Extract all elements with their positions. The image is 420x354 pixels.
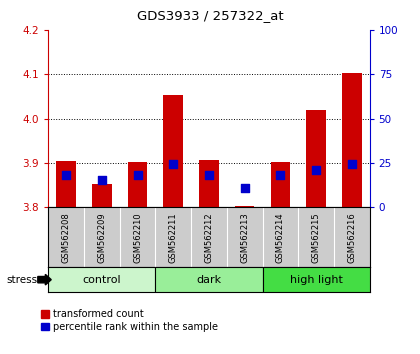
Bar [155,267,262,292]
Bar [92,184,112,207]
Text: GSM562215: GSM562215 [312,212,320,263]
Point [206,172,212,178]
Bar [262,267,370,292]
Bar [306,110,326,207]
Text: GSM562214: GSM562214 [276,212,285,263]
Text: GDS3933 / 257322_at: GDS3933 / 257322_at [136,9,284,22]
Bar [48,267,155,292]
Point [241,185,248,191]
Point [277,172,284,178]
Bar [342,73,362,207]
Point [312,167,319,173]
Point [63,172,70,178]
Text: GSM562213: GSM562213 [240,212,249,263]
Text: GSM562209: GSM562209 [97,212,106,263]
Bar [199,160,219,207]
Point [134,172,141,178]
Text: GSM562210: GSM562210 [133,212,142,263]
Text: control: control [83,275,121,285]
Text: GSM562211: GSM562211 [169,212,178,263]
Text: dark: dark [197,275,221,285]
Text: GSM562208: GSM562208 [62,212,71,263]
Legend: transformed count, percentile rank within the sample: transformed count, percentile rank withi… [41,309,218,332]
Bar [163,95,183,207]
Bar [56,161,76,207]
Text: GSM562212: GSM562212 [205,212,213,263]
Point [170,161,177,167]
Bar [128,161,147,207]
Point [98,177,105,182]
Text: stress: stress [6,275,37,285]
Bar [270,161,290,207]
Bar [235,206,255,207]
Text: GSM562216: GSM562216 [347,212,356,263]
Point [349,161,355,167]
Text: high light: high light [290,275,342,285]
